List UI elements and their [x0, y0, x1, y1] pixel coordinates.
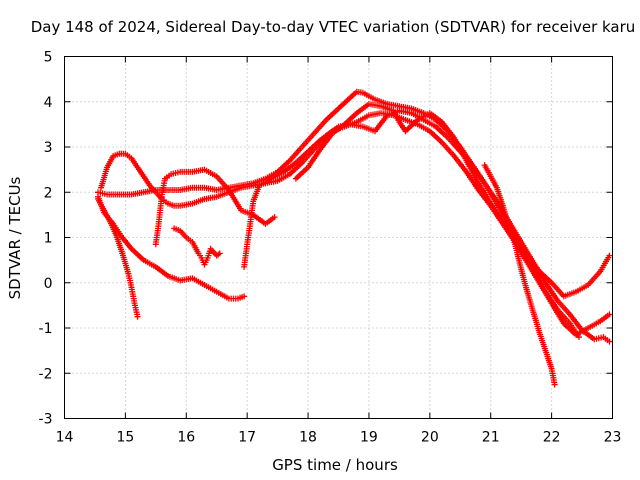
x-tick-label: 19 — [360, 430, 378, 446]
series-track-h — [292, 101, 613, 300]
x-tick-label: 21 — [482, 430, 500, 446]
x-tick-label: 23 — [604, 430, 622, 446]
data-points-track-d — [95, 196, 141, 320]
series-track-g — [241, 110, 613, 338]
series-track-f — [171, 225, 223, 268]
y-tick-label: -3 — [39, 412, 53, 428]
data-points-track-i — [481, 162, 558, 388]
x-tick-label: 16 — [177, 430, 195, 446]
y-tick-label: -2 — [39, 366, 53, 382]
chart-title: Day 148 of 2024, Sidereal Day-to-day VTE… — [31, 18, 636, 36]
y-tick-label: 3 — [44, 140, 53, 156]
x-tick-label: 20 — [421, 430, 439, 446]
plot-frame — [64, 56, 613, 419]
y-tick-label: 5 — [44, 50, 53, 66]
data-points-track-f — [171, 225, 223, 268]
x-tick-label: 18 — [299, 430, 317, 446]
data-points-track-e — [152, 166, 278, 248]
series-track-i — [481, 162, 558, 388]
data-points-track-g — [241, 110, 613, 338]
data-marks — [95, 88, 613, 388]
x-tick-label: 17 — [238, 430, 256, 446]
x-tick-label: 15 — [116, 430, 134, 446]
y-axis-label: SDTVAR / TECUs — [6, 176, 24, 299]
y-tick-label: -1 — [39, 321, 53, 337]
x-tick-label: 22 — [543, 430, 561, 446]
y-tick-label: 0 — [44, 276, 53, 292]
series-track-e — [152, 166, 278, 248]
x-tick-label: 14 — [56, 430, 74, 446]
x-axis-label: GPS time / hours — [272, 456, 398, 474]
y-tick-label: 4 — [44, 95, 53, 111]
y-tick-label: 2 — [44, 185, 53, 201]
data-points-track-a — [95, 88, 613, 345]
series-track-d — [95, 196, 141, 320]
series-track-a — [95, 88, 613, 345]
y-tick-label: 1 — [44, 231, 53, 247]
data-points-track-h — [292, 101, 613, 300]
